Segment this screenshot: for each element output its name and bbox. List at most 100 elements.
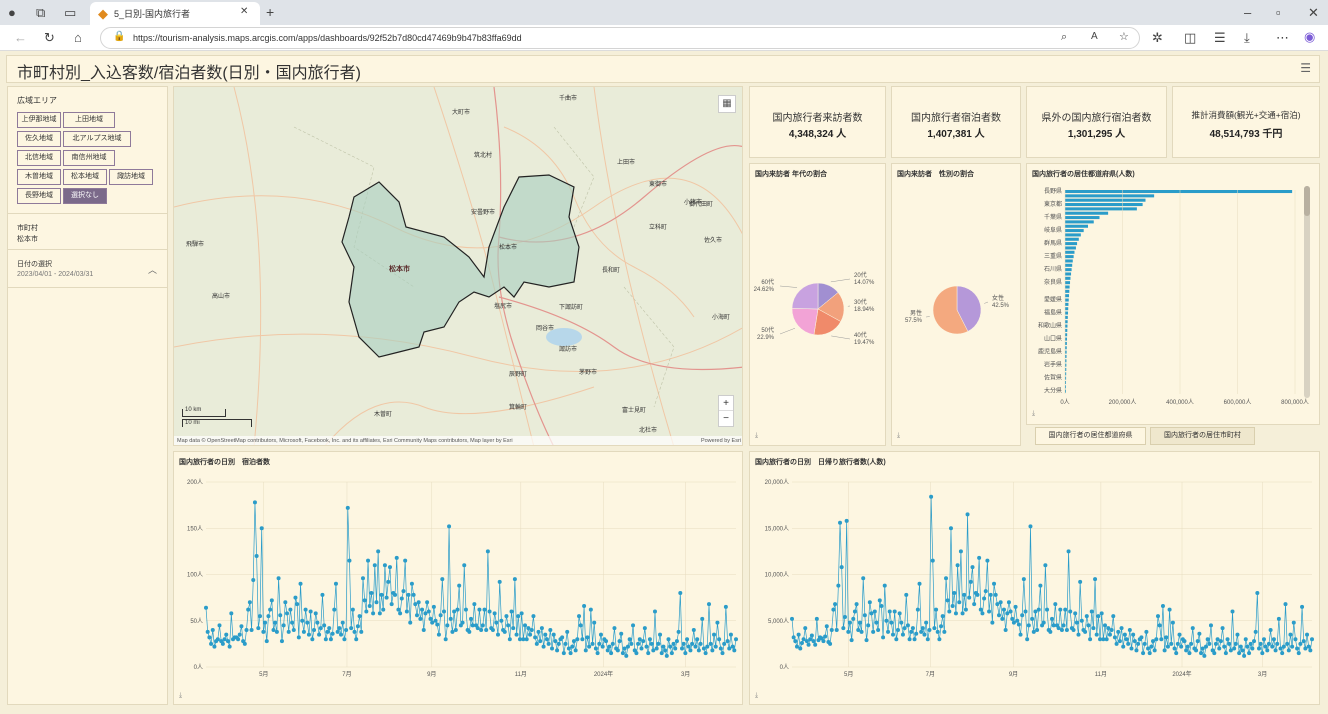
favorite-star-icon[interactable]: ☆ — [1119, 31, 1129, 43]
data-point — [681, 641, 686, 646]
zoom-icon[interactable]: ⌕ — [1061, 31, 1068, 43]
download-icon[interactable]: ⤓ — [179, 692, 183, 699]
area-button-matsumoto[interactable]: 松本地域 — [63, 169, 107, 185]
zoom-in-icon[interactable]: + — [719, 396, 733, 411]
data-point — [210, 628, 215, 632]
data-point — [490, 628, 495, 632]
map-place-label: 小海町 — [712, 315, 731, 321]
date-range-value[interactable]: 2023/04/01 - 2024/03/31 — [17, 271, 94, 278]
data-point — [317, 632, 322, 637]
data-point — [1129, 646, 1134, 651]
data-point — [700, 616, 705, 621]
map-canvas[interactable] — [174, 87, 743, 446]
data-point — [952, 591, 957, 595]
extensions-icon[interactable]: ✲ — [1152, 30, 1163, 45]
tab-residence-city[interactable]: 国内旅行者の居住市町村 — [1150, 427, 1255, 445]
url-field[interactable]: 🔒 https://tourism-analysis.maps.arcgis.c… — [100, 27, 1140, 49]
workspaces-icon[interactable]: ⧉ — [36, 5, 46, 20]
minimize-icon[interactable]: – — [1244, 5, 1252, 20]
downloads-icon[interactable]: ⤓ — [1244, 30, 1250, 45]
data-point — [430, 620, 435, 625]
area-button-none[interactable]: 選択なし — [63, 188, 107, 204]
more-icon[interactable]: ⋯ — [1276, 30, 1289, 45]
basemap-gallery-icon[interactable]: ▦ — [718, 95, 736, 113]
maximize-icon[interactable]: ▫ — [1276, 5, 1281, 20]
data-point — [664, 653, 669, 658]
pie-slice-label: 女性 — [992, 294, 1004, 302]
data-point — [968, 579, 973, 584]
data-point — [1204, 644, 1209, 649]
kpi-value: 48,514,793 千円 — [1209, 129, 1283, 140]
tab-actions-icon[interactable]: ▭ — [64, 5, 77, 20]
map-panel[interactable]: 松本市 大町市 千曲市 上田市 東御市 小諸市 安曇野市 松本市 佐久市 飛騨市… — [173, 86, 743, 446]
data-point — [1093, 577, 1098, 582]
bar — [1065, 190, 1293, 194]
close-tab-icon[interactable]: ✕ — [240, 6, 249, 17]
area-button-ueda[interactable]: 上田地域 — [63, 112, 115, 128]
area-button-nagano[interactable]: 長野地域 — [17, 188, 61, 204]
favorites-icon[interactable]: ☰ — [1214, 30, 1226, 45]
data-point — [610, 641, 615, 646]
area-button-minami-shinshu[interactable]: 南信州地域 — [63, 150, 115, 166]
area-button-hokushin[interactable]: 北信地域 — [17, 150, 61, 166]
data-point — [695, 637, 700, 642]
tab-residence-prefecture[interactable]: 国内旅行者の居住都道府県 — [1035, 427, 1146, 445]
panel-title: 国内旅行者の日別 宿泊者数 — [179, 459, 270, 466]
copilot-icon[interactable]: ◉ — [1304, 29, 1316, 44]
data-point — [1283, 602, 1288, 607]
data-point — [1213, 641, 1218, 646]
area-button-saku[interactable]: 佐久地域 — [17, 131, 61, 147]
data-point — [1063, 607, 1068, 612]
data-point — [409, 581, 414, 586]
data-point — [371, 611, 376, 616]
data-point — [1084, 614, 1089, 619]
data-point — [722, 641, 727, 646]
download-icon[interactable]: ⤓ — [897, 432, 901, 439]
data-point — [1142, 641, 1147, 646]
chevron-up-icon[interactable]: ︿ — [148, 265, 158, 275]
map-place-label: 高山市 — [212, 294, 231, 300]
area-button-kita-alps[interactable]: 北アルプス地域 — [63, 131, 131, 147]
back-icon[interactable]: ← — [14, 30, 27, 45]
data-point — [970, 565, 975, 570]
refresh-icon[interactable]: ↻ — [44, 30, 55, 45]
data-point — [298, 581, 303, 586]
zoom-out-icon[interactable]: − — [723, 413, 729, 424]
download-icon[interactable]: ⤓ — [755, 432, 759, 439]
area-button-kamiina[interactable]: 上伊那地域 — [17, 112, 61, 128]
menu-icon[interactable]: ☰ — [1300, 61, 1311, 75]
download-icon[interactable]: ⤓ — [1032, 410, 1036, 417]
data-point — [414, 613, 419, 618]
new-tab-icon[interactable]: + — [266, 4, 275, 20]
area-button-suwa[interactable]: 諏訪地域 — [109, 169, 153, 185]
data-point — [556, 641, 561, 646]
data-point — [290, 620, 295, 625]
data-point — [296, 635, 301, 640]
data-point — [1152, 648, 1157, 653]
data-point — [288, 607, 293, 612]
divider — [8, 213, 167, 214]
pie-slice — [956, 285, 982, 332]
data-point — [209, 641, 214, 646]
data-point — [1116, 629, 1121, 634]
home-icon[interactable]: ⌂ — [74, 30, 82, 45]
read-aloud-icon[interactable]: A — [1091, 31, 1098, 42]
area-button-kiso[interactable]: 木曽地域 — [17, 169, 61, 185]
data-point — [922, 632, 927, 637]
y-tick-label: 0人 — [194, 664, 203, 671]
data-point — [862, 613, 867, 618]
data-point — [1199, 651, 1204, 656]
daytrip-line-chart[interactable]: 0人 5,000人 10,000人 15,000人 20,000人 5月 7月 9月 11月 20… — [750, 472, 1321, 697]
site-favicon-icon: ◆ — [98, 6, 108, 21]
stay-line-chart[interactable]: 0人 50人 100人 150人 200人 5月 7月 9月 11月 2024年 3月 — [174, 472, 744, 697]
data-point — [528, 632, 533, 637]
window-close-icon[interactable]: ✕ — [1308, 5, 1319, 20]
download-icon[interactable]: ⤓ — [755, 692, 759, 699]
profile-icon[interactable]: ● — [8, 5, 16, 20]
split-screen-icon[interactable]: ◫ — [1184, 30, 1197, 45]
active-tab[interactable]: ◆ 5_日別-国内旅行者 ✕ — [90, 2, 260, 25]
prefecture-bar-chart[interactable]: 長野県東京都千葉県岐阜県群馬県三重県石川県奈良県愛媛県福島県和歌山県山口県鹿児島… — [1027, 178, 1321, 418]
data-point — [944, 576, 949, 581]
